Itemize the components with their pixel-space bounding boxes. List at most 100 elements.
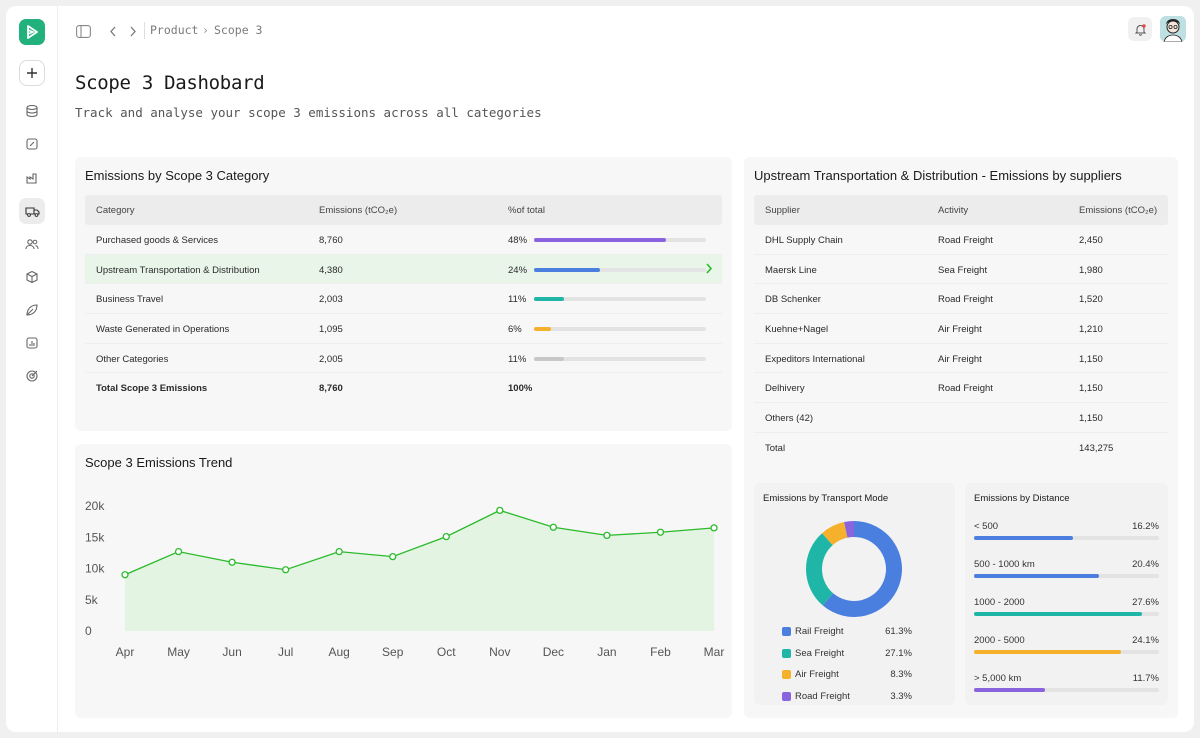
truck-icon[interactable] bbox=[19, 198, 45, 224]
category-pct: 11% bbox=[508, 294, 527, 306]
app-logo[interactable] bbox=[19, 19, 45, 45]
supplier-emissions: 2,450 bbox=[1079, 235, 1103, 246]
supplier-emissions: 1,150 bbox=[1079, 412, 1103, 424]
breadcrumb-scope3[interactable]: Scope 3 bbox=[214, 23, 263, 37]
category-emissions: 2,003 bbox=[319, 294, 343, 306]
factory-icon[interactable] bbox=[19, 165, 45, 191]
distance-bar-fill bbox=[974, 650, 1122, 654]
divider bbox=[144, 22, 145, 39]
category-name: Other Categories bbox=[96, 353, 169, 365]
trend-point[interactable] bbox=[603, 531, 611, 540]
column-header-pct: %of total bbox=[508, 205, 545, 216]
trend-point[interactable] bbox=[656, 528, 665, 536]
distance-title: Emissions by Distance bbox=[974, 493, 1070, 504]
x-tick-label: Jul bbox=[278, 645, 293, 659]
breadcrumb-product[interactable]: Product bbox=[150, 23, 199, 37]
table-row[interactable]: Business Travel 2,003 11% bbox=[85, 284, 722, 315]
supplier-emissions: 1,980 bbox=[1079, 264, 1103, 276]
x-tick-label: Jan bbox=[597, 645, 616, 659]
row-chevron-icon[interactable] bbox=[705, 263, 713, 277]
forward-chevron-icon[interactable] bbox=[124, 22, 142, 40]
category-card: Emissions by Scope 3 Category Category E… bbox=[75, 157, 732, 431]
distance-label: 2000 - 5000 bbox=[974, 635, 1025, 646]
supplier-name: Maersk Line bbox=[765, 264, 817, 276]
target-icon[interactable] bbox=[19, 363, 45, 389]
category-emissions: 8,760 bbox=[319, 235, 343, 246]
legend-item: Rail Freight 61.3% bbox=[782, 625, 912, 639]
category-pct: 6% bbox=[508, 324, 522, 336]
leaf-icon[interactable] bbox=[19, 297, 45, 323]
analytics-icon[interactable] bbox=[19, 330, 45, 356]
users-icon[interactable] bbox=[19, 231, 45, 257]
legend-label: Sea Freight bbox=[795, 647, 845, 659]
distance-bar bbox=[974, 536, 1159, 540]
trend-point[interactable] bbox=[549, 523, 558, 531]
table-total-row: Total Scope 3 Emissions 8,760 100% bbox=[85, 373, 722, 403]
legend-value: 27.1% bbox=[885, 647, 912, 659]
trend-point[interactable] bbox=[496, 506, 504, 515]
legend-item: Sea Freight 27.1% bbox=[782, 647, 912, 661]
trend-point[interactable] bbox=[710, 524, 718, 532]
legend-value: 8.3% bbox=[890, 669, 912, 680]
x-tick-label: Nov bbox=[489, 645, 510, 659]
distance-bar-fill bbox=[974, 574, 1099, 578]
app-window: Product › Scope 3 Scope 3 Dashobard Trac… bbox=[6, 6, 1194, 732]
package-icon[interactable] bbox=[19, 264, 45, 290]
supplier-name: DB Schenker bbox=[765, 294, 821, 306]
table-row[interactable]: Other Categories 2,005 11% bbox=[85, 344, 722, 374]
trend-point[interactable] bbox=[389, 552, 397, 561]
distance-row: 1000 - 2000 27.6% bbox=[974, 597, 1159, 627]
table-row[interactable]: Maersk Line Sea Freight 1,980 bbox=[754, 255, 1168, 285]
new-button[interactable] bbox=[19, 60, 45, 86]
x-tick-label: Jun bbox=[222, 645, 241, 659]
donut-slice[interactable] bbox=[822, 521, 902, 617]
table-row[interactable]: DHL Supply Chain Road Freight 2,450 bbox=[754, 225, 1168, 255]
table-row[interactable]: Others (42) 1,150 bbox=[754, 403, 1168, 433]
notifications-button[interactable] bbox=[1128, 17, 1152, 41]
suppliers-total-label: Total bbox=[765, 442, 786, 454]
category-name: Upstream Transportation & Distribution bbox=[96, 264, 260, 276]
back-chevron-icon[interactable] bbox=[104, 22, 122, 40]
total-emissions: 8,760 bbox=[319, 383, 343, 394]
report-edit-icon[interactable] bbox=[19, 131, 45, 157]
donut-slice[interactable] bbox=[806, 533, 834, 606]
trend-point[interactable] bbox=[442, 532, 450, 541]
distance-bar bbox=[974, 574, 1159, 578]
y-tick-label: 20k bbox=[85, 499, 105, 513]
supplier-emissions: 1,520 bbox=[1079, 294, 1103, 306]
table-row[interactable]: Kuehne+Nagel Air Freight 1,210 bbox=[754, 314, 1168, 344]
table-row[interactable]: DB Schenker Road Freight 1,520 bbox=[754, 284, 1168, 314]
supplier-activity: Air Freight bbox=[938, 353, 982, 365]
donut-slice[interactable] bbox=[844, 521, 854, 538]
trend-point[interactable] bbox=[281, 566, 290, 574]
transport-mode-donut bbox=[806, 521, 902, 617]
donut-slice[interactable] bbox=[822, 522, 848, 546]
distance-label: > 5,000 km bbox=[974, 673, 1022, 684]
category-emissions: 4,380 bbox=[319, 264, 343, 276]
trend-point[interactable] bbox=[228, 558, 236, 566]
distance-bar bbox=[974, 650, 1159, 654]
trend-area bbox=[125, 510, 714, 631]
table-row[interactable]: Purchased goods & Services 8,760 48% bbox=[85, 225, 722, 255]
distance-label: 1000 - 2000 bbox=[974, 597, 1025, 608]
database-icon[interactable] bbox=[19, 98, 45, 124]
breadcrumb-separator: › bbox=[202, 23, 209, 37]
trend-point[interactable] bbox=[335, 547, 343, 556]
trend-point[interactable] bbox=[121, 571, 129, 579]
distance-bar-fill bbox=[974, 612, 1143, 616]
table-row[interactable]: Expeditors International Air Freight 1,150 bbox=[754, 344, 1168, 374]
table-row[interactable]: Waste Generated in Operations 1,095 6% bbox=[85, 314, 722, 344]
avatar[interactable] bbox=[1160, 16, 1186, 42]
distance-value: 20.4% bbox=[1132, 559, 1159, 570]
sidebar bbox=[6, 6, 58, 732]
pct-bar-fill bbox=[534, 297, 565, 302]
x-tick-label: Oct bbox=[437, 645, 456, 659]
sidebar-toggle-icon[interactable] bbox=[74, 22, 92, 40]
table-row[interactable]: Delhivery Road Freight 1,150 bbox=[754, 373, 1168, 403]
trend-point[interactable] bbox=[174, 547, 183, 556]
suppliers-total-row: Total 143,275 bbox=[754, 433, 1168, 463]
y-tick-label: 10k bbox=[85, 562, 105, 576]
supplier-emissions: 1,210 bbox=[1079, 323, 1103, 335]
table-row[interactable]: Upstream Transportation & Distribution 4,… bbox=[85, 254, 722, 285]
distance-label: 500 - 1000 km bbox=[974, 559, 1035, 570]
